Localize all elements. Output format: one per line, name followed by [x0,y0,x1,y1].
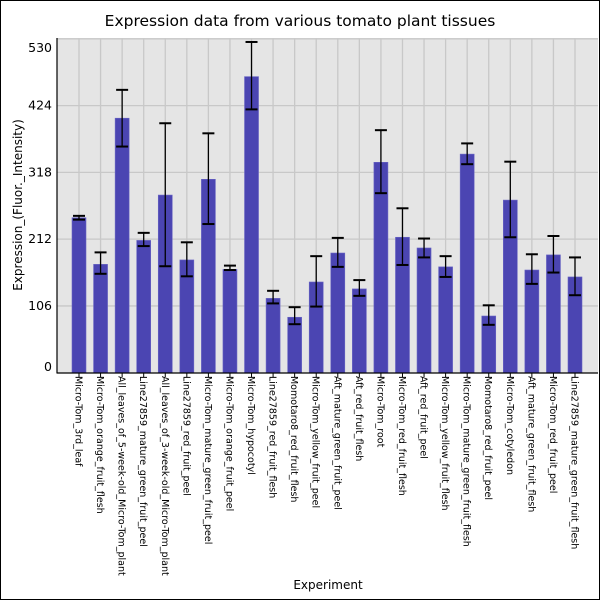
x-tick-label: Line27859_mature_green_fruit_flesh [569,376,580,549]
bar [114,117,130,374]
bar [136,240,151,373]
y-axis-label: Expression_(Fluor._Intensity) [11,119,25,291]
x-tick-label: Aft_mature_green_fruit_peel [331,376,342,510]
x-tick-label: Momotaro8_red_fruit_peel [482,376,493,500]
y-tick-label: 530 [28,40,52,55]
x-tick-label: Micro-Tom_cotyledon [504,376,515,475]
x-tick-label: Micro-Tom_red_fruit_flesh [396,376,407,496]
x-tick-label: All_leaves_of_5-week-old_Micro-Tom_plant [116,376,127,576]
x-tick-label: Micro-Tom_3rd_leaf [73,376,84,467]
bar [416,247,432,374]
x-tick-label: Momotaro8_red_fruit_flesh [288,376,299,502]
bar [71,217,87,373]
x-tick-label: Line27859_red_fruit_peel [180,376,191,496]
x-tick-label: Line27859_mature_green_fruit_peel [137,376,148,547]
x-tick-label: Micro-Tom_red_fruit_peel [547,376,558,493]
x-tick-label: Micro-Tom_hypocotyl [245,376,256,475]
x-tick-label: Micro-Tom_yellow_fruit_peel [310,376,321,508]
x-tick-label: Micro-Tom_yellow_fruit_flesh [439,376,450,511]
x-tick-label: Aft_red_fruit_flesh [353,376,364,461]
bar [352,288,367,373]
x-tick-label: All_leaves_of_3-week-old_Micro-Tom_plant [159,376,170,576]
y-tick-label: 318 [28,164,52,179]
x-tick-label: Aft_red_fruit_peel [418,376,429,459]
bar [93,264,108,374]
x-tick-label: Micro-Tom_mature_green_fruit_peel [202,376,213,544]
bar [459,153,475,373]
y-tick-label: 212 [28,231,52,246]
bar [287,316,302,374]
x-tick-label: Micro-Tom_orange_fruit_peel [223,376,234,511]
bar [330,252,346,373]
x-tick-label: Micro-Tom_root [374,376,385,448]
bar [244,76,259,374]
y-tick-label: 106 [28,298,52,313]
bar [265,298,281,374]
x-tick-label: Line27859_red_fruit_flesh [267,376,278,498]
bar [524,269,540,373]
x-tick-label: Micro-Tom_orange_fruit_flesh [94,376,105,514]
chart-title: Expression data from various tomato plan… [105,12,496,30]
x-tick-label: Micro-Tom_mature_green_fruit_flesh [461,376,472,547]
x-tick-label: Aft_mature_green_fruit_flesh [525,376,536,512]
bar [222,269,238,373]
x-axis-label: Experiment [293,578,363,592]
y-tick-label: 424 [28,98,52,113]
bar [438,266,453,373]
y-tick-label: 0 [44,359,52,374]
